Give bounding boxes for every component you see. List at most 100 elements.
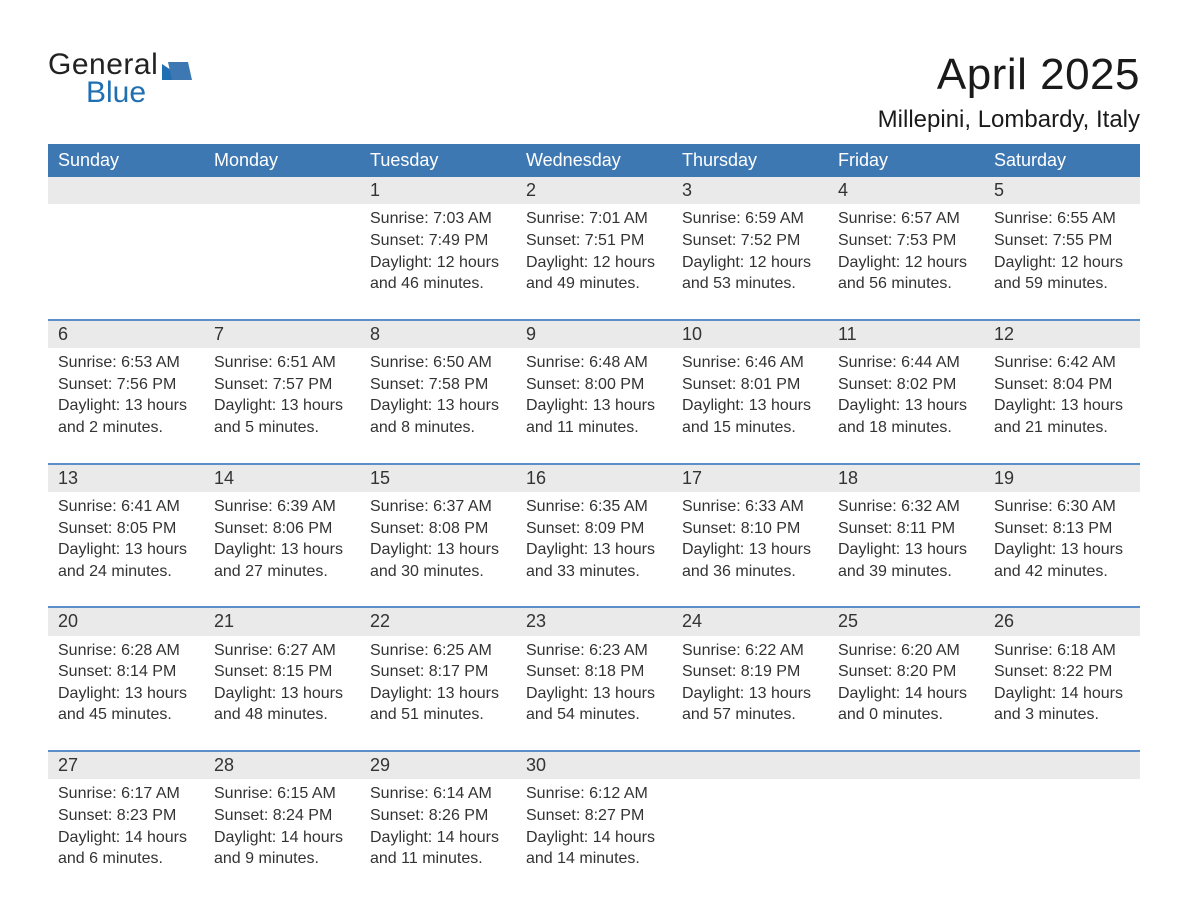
sunset-text: Sunset: 8:05 PM (58, 518, 194, 540)
sunrise-text: Sunrise: 6:42 AM (994, 352, 1130, 374)
title-block: April 2025 Millepini, Lombardy, Italy (878, 50, 1140, 144)
day-number: 28 (204, 752, 360, 779)
day-number: 16 (516, 465, 672, 492)
day-body: Sunrise: 6:18 AMSunset: 8:22 PMDaylight:… (984, 636, 1140, 726)
daylight-text: Daylight: 13 hours and 11 minutes. (526, 395, 662, 438)
sunset-text: Sunset: 8:11 PM (838, 518, 974, 540)
sunrise-text: Sunrise: 6:32 AM (838, 496, 974, 518)
sunrise-text: Sunrise: 6:23 AM (526, 640, 662, 662)
calendar-body: 1Sunrise: 7:03 AMSunset: 7:49 PMDaylight… (48, 177, 1140, 894)
day-body: Sunrise: 6:17 AMSunset: 8:23 PMDaylight:… (48, 779, 204, 869)
header-bar: General Blue April 2025 Millepini, Lomba… (48, 50, 1140, 144)
sunset-text: Sunset: 7:58 PM (370, 374, 506, 396)
day-number: 9 (516, 321, 672, 348)
day-body: Sunrise: 6:42 AMSunset: 8:04 PMDaylight:… (984, 348, 1140, 438)
calendar-week-row: 1Sunrise: 7:03 AMSunset: 7:49 PMDaylight… (48, 177, 1140, 320)
day-number: 25 (828, 608, 984, 635)
daylight-text: Daylight: 13 hours and 48 minutes. (214, 683, 350, 726)
sunrise-text: Sunrise: 7:03 AM (370, 208, 506, 230)
sunrise-text: Sunrise: 6:30 AM (994, 496, 1130, 518)
daylight-text: Daylight: 14 hours and 0 minutes. (838, 683, 974, 726)
weekday-header: Thursday (672, 144, 828, 177)
daylight-text: Daylight: 13 hours and 27 minutes. (214, 539, 350, 582)
sunrise-text: Sunrise: 7:01 AM (526, 208, 662, 230)
daylight-text: Daylight: 13 hours and 30 minutes. (370, 539, 506, 582)
day-number (828, 752, 984, 779)
weekday-header: Saturday (984, 144, 1140, 177)
day-number: 10 (672, 321, 828, 348)
sunrise-text: Sunrise: 6:22 AM (682, 640, 818, 662)
calendar-day-cell: 4Sunrise: 6:57 AMSunset: 7:53 PMDaylight… (828, 177, 984, 320)
calendar-day-cell: 22Sunrise: 6:25 AMSunset: 8:17 PMDayligh… (360, 607, 516, 751)
sunset-text: Sunset: 8:20 PM (838, 661, 974, 683)
calendar-day-cell: 26Sunrise: 6:18 AMSunset: 8:22 PMDayligh… (984, 607, 1140, 751)
day-body: Sunrise: 6:27 AMSunset: 8:15 PMDaylight:… (204, 636, 360, 726)
calendar-day-cell: 2Sunrise: 7:01 AMSunset: 7:51 PMDaylight… (516, 177, 672, 320)
logo-flag-icon (162, 60, 196, 80)
day-number: 11 (828, 321, 984, 348)
day-body: Sunrise: 6:14 AMSunset: 8:26 PMDaylight:… (360, 779, 516, 869)
sunset-text: Sunset: 8:18 PM (526, 661, 662, 683)
sunrise-text: Sunrise: 6:57 AM (838, 208, 974, 230)
calendar-day-cell: 12Sunrise: 6:42 AMSunset: 8:04 PMDayligh… (984, 320, 1140, 464)
calendar-day-cell: 14Sunrise: 6:39 AMSunset: 8:06 PMDayligh… (204, 464, 360, 608)
sunset-text: Sunset: 8:10 PM (682, 518, 818, 540)
weekday-header-row: Sunday Monday Tuesday Wednesday Thursday… (48, 144, 1140, 177)
sunset-text: Sunset: 8:06 PM (214, 518, 350, 540)
day-body: Sunrise: 6:15 AMSunset: 8:24 PMDaylight:… (204, 779, 360, 869)
day-body: Sunrise: 6:28 AMSunset: 8:14 PMDaylight:… (48, 636, 204, 726)
day-body: Sunrise: 6:37 AMSunset: 8:08 PMDaylight:… (360, 492, 516, 582)
daylight-text: Daylight: 13 hours and 18 minutes. (838, 395, 974, 438)
sunrise-text: Sunrise: 6:12 AM (526, 783, 662, 805)
calendar-day-cell: 17Sunrise: 6:33 AMSunset: 8:10 PMDayligh… (672, 464, 828, 608)
daylight-text: Daylight: 14 hours and 9 minutes. (214, 827, 350, 870)
calendar-week-row: 6Sunrise: 6:53 AMSunset: 7:56 PMDaylight… (48, 320, 1140, 464)
sunset-text: Sunset: 7:57 PM (214, 374, 350, 396)
day-number: 23 (516, 608, 672, 635)
daylight-text: Daylight: 13 hours and 21 minutes. (994, 395, 1130, 438)
day-number: 1 (360, 177, 516, 204)
daylight-text: Daylight: 13 hours and 51 minutes. (370, 683, 506, 726)
calendar-day-cell (984, 751, 1140, 894)
day-body: Sunrise: 6:20 AMSunset: 8:20 PMDaylight:… (828, 636, 984, 726)
calendar-day-cell: 8Sunrise: 6:50 AMSunset: 7:58 PMDaylight… (360, 320, 516, 464)
daylight-text: Daylight: 13 hours and 15 minutes. (682, 395, 818, 438)
day-body: Sunrise: 6:59 AMSunset: 7:52 PMDaylight:… (672, 204, 828, 294)
day-number: 20 (48, 608, 204, 635)
sunrise-text: Sunrise: 6:59 AM (682, 208, 818, 230)
daylight-text: Daylight: 13 hours and 54 minutes. (526, 683, 662, 726)
day-number: 29 (360, 752, 516, 779)
calendar-day-cell (204, 177, 360, 320)
day-number: 15 (360, 465, 516, 492)
day-body: Sunrise: 6:46 AMSunset: 8:01 PMDaylight:… (672, 348, 828, 438)
sunset-text: Sunset: 8:00 PM (526, 374, 662, 396)
sunrise-text: Sunrise: 6:33 AM (682, 496, 818, 518)
day-body: Sunrise: 6:32 AMSunset: 8:11 PMDaylight:… (828, 492, 984, 582)
daylight-text: Daylight: 13 hours and 33 minutes. (526, 539, 662, 582)
sunset-text: Sunset: 7:56 PM (58, 374, 194, 396)
day-body: Sunrise: 6:44 AMSunset: 8:02 PMDaylight:… (828, 348, 984, 438)
sunset-text: Sunset: 8:09 PM (526, 518, 662, 540)
day-number: 8 (360, 321, 516, 348)
location: Millepini, Lombardy, Italy (878, 106, 1140, 134)
logo: General Blue (48, 50, 196, 108)
sunset-text: Sunset: 8:17 PM (370, 661, 506, 683)
day-number: 7 (204, 321, 360, 348)
sunrise-text: Sunrise: 6:25 AM (370, 640, 506, 662)
sunset-text: Sunset: 8:24 PM (214, 805, 350, 827)
weekday-header: Monday (204, 144, 360, 177)
day-body: Sunrise: 6:35 AMSunset: 8:09 PMDaylight:… (516, 492, 672, 582)
daylight-text: Daylight: 13 hours and 8 minutes. (370, 395, 506, 438)
calendar-day-cell (672, 751, 828, 894)
day-body: Sunrise: 6:30 AMSunset: 8:13 PMDaylight:… (984, 492, 1140, 582)
sunrise-text: Sunrise: 6:37 AM (370, 496, 506, 518)
calendar-day-cell: 10Sunrise: 6:46 AMSunset: 8:01 PMDayligh… (672, 320, 828, 464)
sunset-text: Sunset: 8:02 PM (838, 374, 974, 396)
logo-line2: Blue (48, 78, 196, 108)
calendar-day-cell: 28Sunrise: 6:15 AMSunset: 8:24 PMDayligh… (204, 751, 360, 894)
calendar-day-cell: 6Sunrise: 6:53 AMSunset: 7:56 PMDaylight… (48, 320, 204, 464)
sunset-text: Sunset: 8:04 PM (994, 374, 1130, 396)
sunrise-text: Sunrise: 6:48 AM (526, 352, 662, 374)
calendar-day-cell: 18Sunrise: 6:32 AMSunset: 8:11 PMDayligh… (828, 464, 984, 608)
calendar-day-cell: 23 Sunrise: 6:23 AMSunset: 8:18 PMDayligh… (516, 607, 672, 751)
